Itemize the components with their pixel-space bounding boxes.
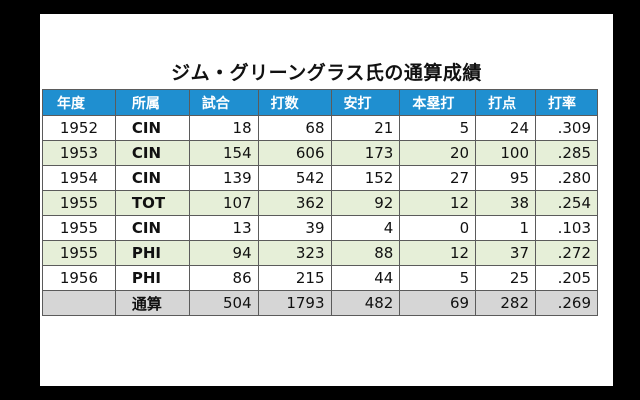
table-row: 1953 CIN 154 606 173 20 100 .285 xyxy=(42,140,598,166)
cell-team: CIN xyxy=(114,115,190,141)
cell-home-runs: 5 xyxy=(399,265,477,291)
cell-home-runs: 5 xyxy=(399,115,477,141)
cell-team: PHI xyxy=(114,265,190,291)
cell-games: 139 xyxy=(188,165,259,191)
total-row: 通算 504 1793 482 69 282 .269 xyxy=(42,290,598,316)
table-row: 1956 PHI 86 215 44 5 25 .205 xyxy=(42,265,598,291)
header-hits: 安打 xyxy=(330,89,401,116)
cell-at-bats: 39 xyxy=(257,215,332,241)
table-row: 1955 PHI 94 323 88 12 37 .272 xyxy=(42,240,598,266)
cell-at-bats: 362 xyxy=(257,190,332,216)
cell-avg: .272 xyxy=(535,240,598,266)
header-home-runs: 本塁打 xyxy=(399,89,477,116)
header-games: 試合 xyxy=(188,89,259,116)
cell-avg: .285 xyxy=(535,140,598,166)
cell-team: PHI xyxy=(114,240,190,266)
cell-hits: 152 xyxy=(330,165,401,191)
cell-team: TOT xyxy=(114,190,190,216)
cell-rbi: 25 xyxy=(475,265,536,291)
cell-year: 1953 xyxy=(42,140,116,166)
header-row: 年度 所属 試合 打数 安打 本塁打 打点 打率 xyxy=(42,89,598,116)
cell-at-bats: 323 xyxy=(257,240,332,266)
header-rbi: 打点 xyxy=(475,89,536,116)
header-year: 年度 xyxy=(42,89,116,116)
table-row: 1952 CIN 18 68 21 5 24 .309 xyxy=(42,115,598,141)
cell-home-runs: 0 xyxy=(399,215,477,241)
cell-team: CIN xyxy=(114,215,190,241)
cell-home-runs: 20 xyxy=(399,140,477,166)
cell-rbi: 24 xyxy=(475,115,536,141)
cell-home-runs: 12 xyxy=(399,240,477,266)
cell-hits: 44 xyxy=(330,265,401,291)
cell-games: 107 xyxy=(188,190,259,216)
cell-avg: .103 xyxy=(535,215,598,241)
cell-at-bats: 68 xyxy=(257,115,332,141)
total-at-bats: 1793 xyxy=(257,290,332,316)
cell-year xyxy=(42,290,116,316)
cell-team: CIN xyxy=(114,165,190,191)
header-at-bats: 打数 xyxy=(257,89,332,116)
total-avg: .269 xyxy=(535,290,598,316)
cell-games: 13 xyxy=(188,215,259,241)
cell-hits: 4 xyxy=(330,215,401,241)
cell-year: 1955 xyxy=(42,240,116,266)
cell-rbi: 38 xyxy=(475,190,536,216)
cell-home-runs: 12 xyxy=(399,190,477,216)
cell-avg: .280 xyxy=(535,165,598,191)
cell-hits: 92 xyxy=(330,190,401,216)
cell-rbi: 95 xyxy=(475,165,536,191)
cell-hits: 88 xyxy=(330,240,401,266)
cell-at-bats: 215 xyxy=(257,265,332,291)
cell-at-bats: 606 xyxy=(257,140,332,166)
cell-rbi: 1 xyxy=(475,215,536,241)
cell-games: 18 xyxy=(188,115,259,141)
table-row: 1955 TOT 107 362 92 12 38 .254 xyxy=(42,190,598,216)
career-stats-table: 年度 所属 試合 打数 安打 本塁打 打点 打率 1952 CIN 18 68 … xyxy=(42,89,598,316)
cell-year: 1955 xyxy=(42,190,116,216)
cell-year: 1955 xyxy=(42,215,116,241)
cell-at-bats: 542 xyxy=(257,165,332,191)
cell-year: 1956 xyxy=(42,265,116,291)
cell-rbi: 100 xyxy=(475,140,536,166)
cell-avg: .309 xyxy=(535,115,598,141)
cell-year: 1954 xyxy=(42,165,116,191)
cell-games: 86 xyxy=(188,265,259,291)
cell-year: 1952 xyxy=(42,115,116,141)
cell-team: CIN xyxy=(114,140,190,166)
content-panel: ジム・グリーングラス氏の通算成績 年度 所属 試合 打数 安打 本塁打 打点 打… xyxy=(40,14,613,386)
cell-games: 94 xyxy=(188,240,259,266)
cell-hits: 21 xyxy=(330,115,401,141)
cell-rbi: 37 xyxy=(475,240,536,266)
cell-hits: 173 xyxy=(330,140,401,166)
cell-avg: .205 xyxy=(535,265,598,291)
table-row: 1955 CIN 13 39 4 0 1 .103 xyxy=(42,215,598,241)
header-team: 所属 xyxy=(114,89,190,116)
cell-games: 154 xyxy=(188,140,259,166)
cell-home-runs: 27 xyxy=(399,165,477,191)
header-avg: 打率 xyxy=(535,89,598,116)
table-row: 1954 CIN 139 542 152 27 95 .280 xyxy=(42,165,598,191)
table-title: ジム・グリーングラス氏の通算成績 xyxy=(171,62,482,84)
total-home-runs: 69 xyxy=(399,290,477,316)
total-games: 504 xyxy=(188,290,259,316)
total-rbi: 282 xyxy=(475,290,536,316)
total-label: 通算 xyxy=(114,290,190,316)
cell-avg: .254 xyxy=(535,190,598,216)
total-hits: 482 xyxy=(330,290,401,316)
